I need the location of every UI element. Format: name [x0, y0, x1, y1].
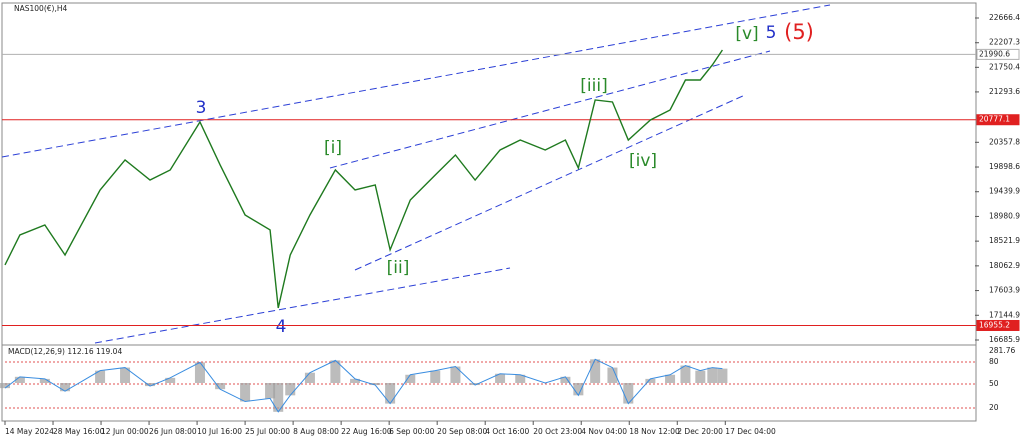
macd-bar [695, 370, 706, 383]
wave-label: [iv] [629, 151, 657, 171]
x-tick-label: 10 Jul 16:00 [197, 427, 242, 436]
macd-bar [330, 360, 341, 383]
macd-bar [495, 373, 506, 383]
y-tick-label: 18062.9 [989, 261, 1020, 270]
x-tick-label: 6 Sep 00:00 [389, 427, 435, 436]
macd-bar [60, 383, 71, 392]
macd-bar [515, 374, 526, 383]
y-tick-label: 22666.4 [989, 13, 1020, 22]
wave-label: [ii] [387, 258, 410, 278]
macd-bar [265, 383, 276, 399]
macd-bar [717, 368, 728, 383]
macd-level-label: 50 [989, 379, 999, 388]
wave-label: 4 [276, 317, 287, 337]
trend-line [1, 4, 831, 158]
x-tick-label: 20 Oct 23:00 [533, 427, 582, 436]
price-tag [976, 48, 1020, 60]
price-tag-label: 20777.1 [979, 115, 1010, 124]
y-tick-label: 20357.8 [989, 137, 1020, 146]
y-tick-label: 18980.9 [989, 211, 1020, 220]
y-tick-label: 17603.9 [989, 286, 1020, 295]
trend-line [94, 267, 511, 344]
macd-bar [39, 378, 50, 383]
y-tick-label: 19898.6 [989, 162, 1020, 171]
x-tick-label: 26 Jun 08:00 [149, 427, 197, 436]
macd-bar [430, 370, 441, 383]
macd-line [4, 358, 723, 413]
x-tick-label: 20 Sep 08:00 [437, 427, 487, 436]
trend-line [354, 94, 746, 271]
macd-bar [470, 383, 481, 386]
macd-bar [145, 383, 156, 387]
macd-bar [607, 367, 618, 383]
price-tag [976, 319, 1020, 331]
macd-bar [95, 370, 106, 383]
wave-label: [iii] [580, 76, 607, 96]
chart-title: NAS100(€),H4 [14, 4, 67, 13]
macd-bar [350, 378, 361, 383]
wave-label: (5) [784, 20, 814, 44]
wave-label: 3 [196, 98, 207, 118]
macd-bar [165, 377, 176, 383]
macd-bar [405, 374, 416, 383]
x-tick-label: 4 Oct 16:00 [485, 427, 529, 436]
wave-label: [i] [324, 138, 342, 158]
wave-label: [v] [735, 24, 758, 44]
macd-bar [120, 367, 131, 383]
macd-bar [14, 376, 25, 383]
macd-bar [573, 383, 584, 396]
macd-bar [273, 383, 284, 412]
x-tick-label: 12 Jun 00:00 [101, 427, 149, 436]
x-tick-label: 28 May 16:00 [53, 427, 105, 436]
x-tick-label: 25 Jul 00:00 [245, 427, 290, 436]
price-line [4, 49, 723, 309]
macd-bar [680, 365, 691, 383]
macd-level-label: 20 [989, 403, 999, 412]
macd-bar [665, 374, 676, 383]
macd-bar [370, 383, 381, 386]
y-tick-label: 21293.6 [989, 87, 1020, 96]
price-tag [976, 114, 1020, 126]
y-tick-label: 18521.9 [989, 236, 1020, 245]
macd-bar [215, 383, 226, 390]
macd-label: MACD(12,26,9) 112.16 119.04 [8, 347, 122, 356]
x-tick-label: 14 May 2024 [5, 427, 54, 436]
macd-bar [560, 376, 571, 383]
macd-bar [240, 383, 251, 402]
wave-label: 5 [766, 23, 777, 43]
y-tick-label: 21750.4 [989, 62, 1020, 71]
macd-bar [304, 372, 315, 383]
price-tag-label: 16955.2 [979, 320, 1010, 329]
x-tick-label: 4 Nov 04:00 [581, 427, 627, 436]
macd-level-label: 281.76 [989, 346, 1015, 355]
y-tick-label: 22207.3 [989, 38, 1020, 47]
macd-bar [194, 362, 205, 383]
macd-bar [645, 378, 656, 383]
macd-bar [0, 383, 10, 389]
macd-bar [623, 383, 634, 404]
macd-level-label: 80 [989, 357, 999, 366]
x-tick-label: 22 Aug 16:00 [341, 427, 392, 436]
price-tag-label: 21990.6 [979, 49, 1010, 58]
macd-bar [450, 366, 461, 383]
macd-bar [385, 383, 396, 404]
macd-bar [285, 383, 296, 396]
y-tick-label: 19439.9 [989, 187, 1020, 196]
y-tick-label: 16685.9 [989, 335, 1020, 344]
x-tick-label: 18 Nov 12:00 [629, 427, 680, 436]
trend-line [329, 50, 771, 169]
x-tick-label: 17 Dec 04:00 [725, 427, 776, 436]
x-tick-label: 8 Aug 08:00 [293, 427, 339, 436]
y-tick-label: 17144.9 [989, 310, 1020, 319]
macd-bar [590, 359, 601, 383]
x-tick-label: 2 Dec 20:00 [677, 427, 723, 436]
macd-bar [707, 367, 718, 383]
